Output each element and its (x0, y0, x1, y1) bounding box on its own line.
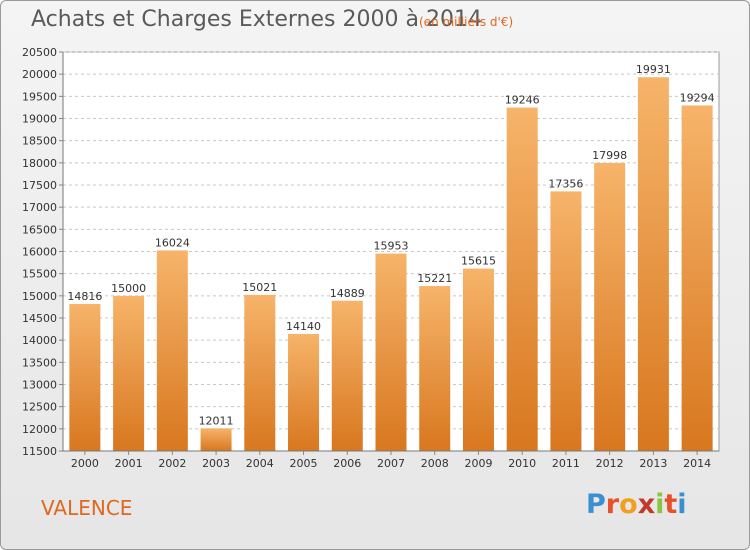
y-tick-label: 17500 (22, 179, 57, 192)
chart-subtitle: (en milliers d'€) (419, 15, 514, 29)
bar (462, 268, 494, 451)
bar-value-label: 19246 (505, 94, 540, 107)
x-tick-label: 2005 (290, 457, 318, 470)
x-tick-label: 2008 (421, 457, 449, 470)
y-tick-label: 12500 (22, 401, 57, 414)
x-tick-label: 2001 (115, 457, 143, 470)
x-tick-label: 2006 (333, 457, 361, 470)
proxiti-logo: Proxiti (586, 489, 687, 520)
y-tick-label: 18000 (22, 157, 57, 170)
y-tick-label: 11500 (22, 445, 57, 458)
logo-letter: i (677, 489, 687, 520)
bar (375, 253, 407, 451)
x-tick-label: 2012 (596, 457, 624, 470)
x-tick-label: 2000 (71, 457, 99, 470)
y-tick-label: 13000 (22, 379, 57, 392)
bar (594, 162, 626, 451)
y-tick-label: 19500 (22, 90, 57, 103)
y-tick-label: 20500 (22, 46, 57, 59)
logo-letter: P (586, 489, 606, 520)
y-tick-label: 16000 (22, 246, 57, 259)
bar-value-label: 15221 (417, 272, 452, 285)
bar-value-label: 16024 (155, 236, 190, 249)
logo-letter: o (619, 489, 638, 520)
x-tick-label: 2004 (246, 457, 274, 470)
x-tick-label: 2014 (683, 457, 711, 470)
bar (200, 428, 232, 451)
bar-value-label: 14889 (330, 287, 365, 300)
bar-value-label: 17998 (592, 149, 627, 162)
y-tick-label: 13500 (22, 356, 57, 369)
y-tick-label: 19000 (22, 113, 57, 126)
x-tick-label: 2013 (639, 457, 667, 470)
y-tick-label: 15000 (22, 290, 57, 303)
bar-value-label: 14816 (67, 290, 102, 303)
y-tick-label: 14500 (22, 312, 57, 325)
bar-value-label: 15953 (374, 240, 409, 253)
bar-value-label: 19294 (680, 91, 715, 104)
bar (506, 107, 538, 452)
bar-value-label: 15615 (461, 255, 496, 268)
bar-value-label: 14140 (286, 320, 321, 333)
bar-value-label: 15000 (111, 282, 146, 295)
bar (419, 286, 451, 451)
y-tick-label: 18500 (22, 135, 57, 148)
bar (331, 300, 363, 451)
x-tick-label: 2003 (202, 457, 230, 470)
bar (244, 294, 276, 451)
bar (113, 295, 145, 451)
x-tick-label: 2002 (158, 457, 186, 470)
x-tick-label: 2009 (464, 457, 492, 470)
x-tick-label: 2007 (377, 457, 405, 470)
y-tick-label: 12000 (22, 423, 57, 436)
bar (637, 77, 669, 451)
chart-title: Achats et Charges Externes 2000 à 2014 (31, 7, 482, 32)
logo-letter: x (637, 489, 656, 520)
logo-letter: i (655, 489, 665, 520)
y-tick-label: 15500 (22, 268, 57, 281)
bar (681, 105, 713, 451)
y-tick-label: 20000 (22, 68, 57, 81)
bar-value-label: 17356 (548, 177, 583, 190)
bar-value-label: 12011 (199, 414, 234, 427)
y-tick-label: 16500 (22, 223, 57, 236)
bar-value-label: 15021 (242, 281, 277, 294)
bar-value-label: 19931 (636, 63, 671, 76)
x-tick-label: 2011 (552, 457, 580, 470)
bar (550, 191, 582, 451)
commune-name: VALENCE (41, 496, 133, 520)
bar (69, 303, 101, 451)
y-tick-label: 14000 (22, 334, 57, 347)
logo-letter: r (605, 489, 620, 520)
bar (156, 250, 188, 451)
bar (288, 333, 320, 451)
x-tick-label: 2010 (508, 457, 536, 470)
logo-letter: t (664, 489, 678, 520)
y-tick-label: 17000 (22, 201, 57, 214)
